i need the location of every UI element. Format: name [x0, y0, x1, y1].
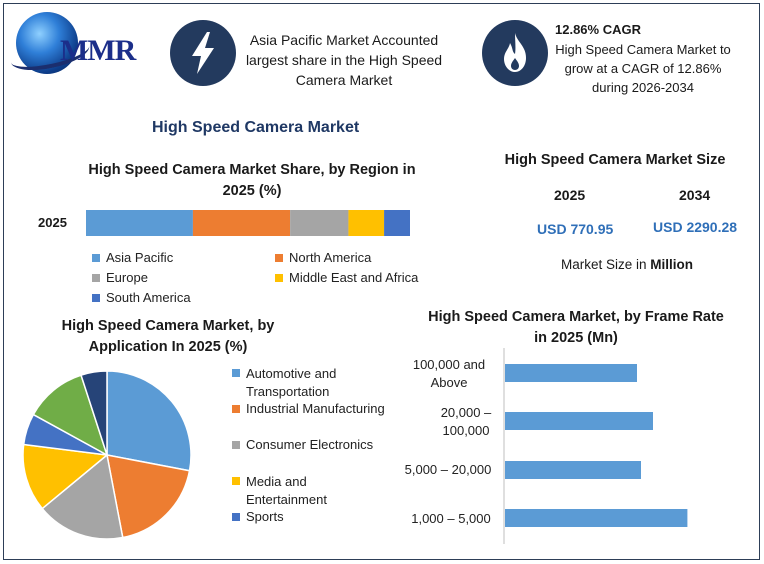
main-title: High Speed Camera Market	[152, 119, 360, 136]
market-size-title: High Speed Camera Market Size	[504, 152, 726, 168]
frame-rate-category: 1,000 – 5,000	[411, 511, 491, 526]
market-size-year-1: 2025	[554, 187, 586, 203]
frame-rate-bar-3	[505, 509, 688, 527]
legend-middle-east-africa: Middle East and Africa	[275, 270, 418, 285]
pie-slice-6	[80, 370, 108, 456]
frame-rate-bar-chart	[503, 348, 688, 544]
frame-rate-bar-0	[505, 364, 637, 382]
legend-europe: Europe	[92, 270, 148, 285]
frame-rate-bar-2	[505, 461, 641, 479]
application-pie-chart	[22, 370, 192, 540]
pie-legend-industrial: Industrial Manufacturing	[232, 401, 385, 416]
legend-swatch	[92, 274, 100, 282]
cagr-text: High Speed Camera Market to grow at a CA…	[555, 42, 731, 95]
legend-label: South America	[106, 290, 191, 305]
frame-rate-category: 5,000 – 20,000	[404, 462, 492, 477]
frame-rate-category: 20,000 – 100,000	[440, 405, 492, 438]
region-bar-segment-1	[192, 210, 291, 236]
region-chart-title: High Speed Camera Market Share, by Regio…	[88, 162, 416, 199]
legend-label: Media and Entertainment	[246, 474, 327, 507]
frame-rate-chart-title: High Speed Camera Market, by Frame Rate …	[428, 309, 724, 346]
legend-label: Consumer Electronics	[246, 437, 374, 452]
legend-label: Asia Pacific	[106, 250, 174, 265]
pie-slice-2	[41, 453, 124, 540]
market-size-unit-note: Market Size in Million	[561, 257, 693, 272]
market-size-value-1: USD 770.95	[537, 221, 614, 237]
legend-label: Sports	[246, 509, 284, 524]
pie-slice-3	[22, 443, 109, 510]
region-bar-segment-0	[86, 210, 193, 236]
pie-slice-1	[106, 454, 191, 539]
legend-label: Industrial Manufacturing	[246, 401, 385, 416]
frame-rate-category: 100,000 and Above	[412, 357, 486, 390]
legend-south-america: South America	[92, 290, 191, 305]
legend-north-america: North America	[275, 250, 371, 265]
legend-swatch	[232, 513, 240, 521]
region-bar-segment-2	[290, 210, 349, 236]
flame-icon	[482, 20, 548, 86]
legend-label: Middle East and Africa	[289, 270, 419, 285]
asia-pacific-share-text: Asia Pacific Market Accounted largest sh…	[245, 32, 443, 88]
pie-legend-automotive: Automotive and Transportation	[232, 365, 352, 401]
legend-label: Europe	[106, 270, 148, 285]
logo-text: MMR	[60, 34, 136, 67]
legend-swatch	[92, 254, 100, 262]
unit-note-bold: Million	[650, 257, 694, 272]
application-chart-title: High Speed Camera Market, by Application…	[61, 318, 275, 355]
legend-swatch	[232, 369, 240, 377]
pie-legend-media: Media and Entertainment	[232, 473, 342, 509]
pie-legend-sports: Sports	[232, 509, 284, 524]
region-bar-segment-3	[348, 210, 385, 236]
region-bar-segment-4	[384, 210, 410, 236]
legend-swatch	[232, 477, 240, 485]
market-size-year-2: 2034	[679, 187, 711, 203]
legend-label: North America	[289, 250, 372, 265]
cagr-title: 12.86% CAGR	[555, 22, 641, 37]
legend-swatch	[275, 254, 283, 262]
legend-swatch	[232, 441, 240, 449]
legend-asia-pacific: Asia Pacific	[92, 250, 173, 265]
region-stacked-bar	[86, 210, 410, 236]
unit-note-prefix: Market Size in	[561, 257, 651, 272]
pie-slice-5	[32, 374, 109, 457]
infographic-frame	[3, 3, 760, 560]
legend-label: Automotive and Transportation	[246, 366, 337, 399]
frame-rate-bar-1	[505, 412, 653, 430]
region-chart-category: 2025	[38, 215, 67, 230]
logo-globe-icon	[16, 12, 78, 74]
market-size-value-2: USD 2290.28	[653, 219, 738, 235]
legend-swatch	[92, 294, 100, 302]
lightning-icon	[170, 20, 236, 86]
legend-swatch	[232, 405, 240, 413]
pie-legend-consumer-electronics: Consumer Electronics	[232, 437, 373, 452]
legend-swatch	[275, 274, 283, 282]
pie-slice-0	[106, 370, 192, 472]
